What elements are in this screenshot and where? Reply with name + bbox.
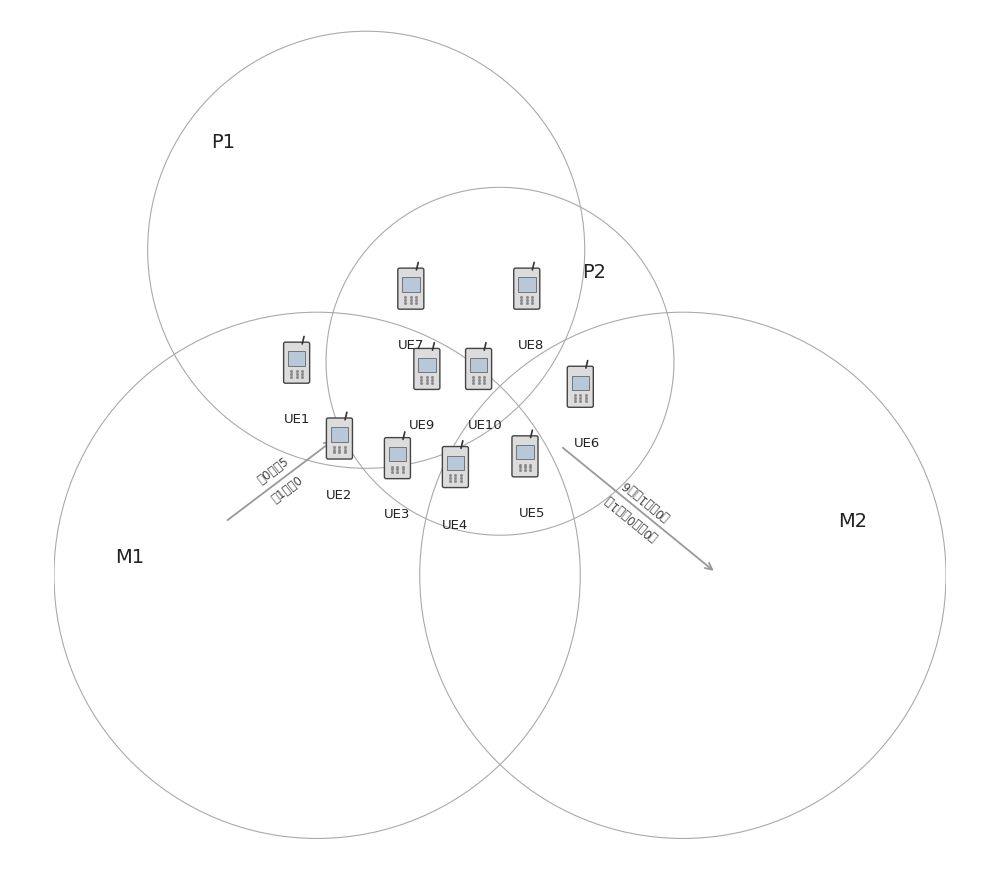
Text: M2: M2	[838, 512, 867, 532]
FancyBboxPatch shape	[514, 268, 540, 310]
FancyBboxPatch shape	[414, 349, 440, 390]
Text: UE8: UE8	[518, 339, 544, 352]
Text: UE7: UE7	[398, 339, 424, 352]
Bar	[418, 358, 436, 372]
Bar	[447, 456, 464, 470]
Bar	[518, 277, 536, 292]
Bar	[572, 376, 589, 390]
Text: UE5: UE5	[519, 507, 545, 520]
Text: P2: P2	[582, 262, 606, 282]
FancyBboxPatch shape	[466, 349, 492, 390]
Bar	[389, 447, 406, 461]
Text: UE3: UE3	[384, 508, 411, 522]
Bar	[516, 445, 534, 459]
Text: 帐1子偈0: 帐1子偈0	[269, 474, 305, 506]
Text: M1: M1	[115, 548, 144, 567]
Text: UE6: UE6	[574, 437, 601, 450]
FancyBboxPatch shape	[512, 436, 538, 477]
FancyBboxPatch shape	[284, 343, 310, 384]
Bar	[288, 351, 305, 366]
Text: UE10: UE10	[468, 419, 503, 433]
Text: 帐0、帐1子偈6: 帐0、帐1子偈6	[619, 477, 672, 524]
FancyBboxPatch shape	[567, 367, 593, 408]
FancyBboxPatch shape	[326, 418, 352, 459]
FancyBboxPatch shape	[384, 438, 410, 479]
Bar	[470, 358, 487, 372]
Text: 帐0子偈0、帐1子: 帐0子偈0、帐1子	[602, 493, 660, 543]
Text: UE4: UE4	[442, 519, 469, 533]
Text: 帐0子偈5: 帐0子偈5	[255, 455, 291, 487]
FancyBboxPatch shape	[442, 447, 468, 488]
Bar	[331, 427, 348, 442]
Bar	[402, 277, 420, 292]
Text: UE1: UE1	[283, 413, 310, 426]
Text: UE9: UE9	[409, 419, 436, 433]
FancyBboxPatch shape	[398, 268, 424, 310]
Text: P1: P1	[211, 133, 235, 153]
Text: UE2: UE2	[326, 489, 353, 502]
